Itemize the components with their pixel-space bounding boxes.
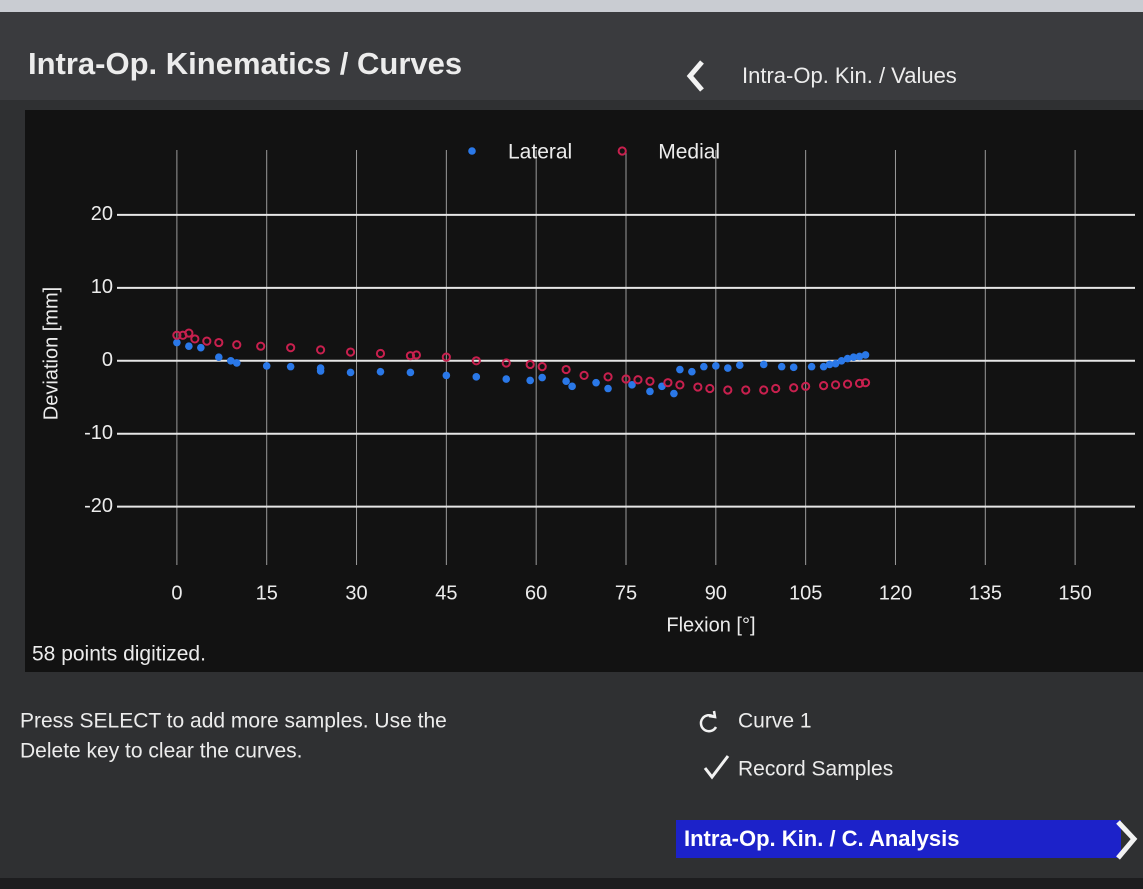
window-bar bbox=[0, 0, 1143, 12]
instruction-line: Press SELECT to add more samples. Use th… bbox=[20, 710, 447, 733]
data-point bbox=[197, 344, 205, 352]
curve-option[interactable]: Curve 1 bbox=[738, 710, 812, 733]
x-tick-label: 0 bbox=[171, 582, 182, 604]
x-tick-label: 120 bbox=[879, 582, 912, 604]
legend-marker bbox=[468, 147, 476, 155]
data-point bbox=[347, 369, 355, 377]
record-option[interactable]: Record Samples bbox=[738, 758, 893, 781]
data-point bbox=[724, 364, 732, 372]
data-point bbox=[688, 368, 696, 376]
x-tick-label: 60 bbox=[525, 582, 547, 604]
data-point bbox=[443, 372, 451, 380]
data-point bbox=[287, 363, 295, 371]
taskbar bbox=[0, 878, 1143, 889]
x-tick-label: 135 bbox=[969, 582, 1002, 604]
next-button-label[interactable]: Intra-Op. Kin. / C. Analysis bbox=[684, 826, 959, 851]
x-tick-label: 150 bbox=[1058, 582, 1091, 604]
instruction-line: Delete key to clear the curves. bbox=[20, 740, 302, 763]
data-point bbox=[568, 383, 576, 391]
data-point bbox=[700, 363, 708, 371]
data-point bbox=[646, 388, 654, 396]
x-tick-label: 15 bbox=[256, 582, 278, 604]
x-tick-label: 75 bbox=[615, 582, 637, 604]
data-point bbox=[592, 379, 600, 387]
y-tick-label: 10 bbox=[91, 276, 113, 298]
data-point bbox=[676, 366, 684, 374]
data-point bbox=[377, 368, 385, 376]
data-point bbox=[670, 390, 678, 398]
data-point bbox=[407, 369, 415, 377]
x-tick-label: 105 bbox=[789, 582, 822, 604]
data-point bbox=[502, 375, 510, 383]
y-tick-label: -10 bbox=[84, 422, 113, 444]
x-tick-label: 90 bbox=[705, 582, 727, 604]
legend-label: Lateral bbox=[508, 141, 572, 164]
status-text: 58 points digitized. bbox=[32, 643, 206, 666]
page: { "header": {"title": "Intra-Op. Kinemat… bbox=[0, 0, 1143, 889]
data-point bbox=[317, 367, 325, 375]
data-point bbox=[778, 363, 786, 371]
data-point bbox=[790, 364, 798, 372]
x-tick-label: 30 bbox=[345, 582, 367, 604]
page-title: Intra-Op. Kinematics / Curves bbox=[28, 46, 462, 81]
data-point bbox=[808, 363, 816, 371]
y-tick-label: 0 bbox=[102, 349, 113, 371]
y-axis-label: Deviation [mm] bbox=[40, 287, 62, 420]
data-point bbox=[538, 374, 546, 382]
data-point bbox=[604, 385, 612, 393]
x-axis-label: Flexion [°] bbox=[666, 614, 755, 636]
data-point bbox=[233, 359, 241, 367]
data-point bbox=[526, 377, 534, 385]
data-point bbox=[215, 353, 223, 361]
data-point bbox=[185, 342, 193, 350]
data-point bbox=[760, 361, 768, 369]
data-point bbox=[173, 339, 181, 347]
data-point bbox=[472, 373, 480, 381]
data-point bbox=[862, 351, 870, 359]
data-point bbox=[736, 361, 744, 369]
screen: Intra-Op. Kinematics / Curves Intra-Op. … bbox=[0, 0, 1143, 889]
x-tick-label: 45 bbox=[435, 582, 457, 604]
y-tick-label: 20 bbox=[91, 203, 113, 225]
legend-label: Medial bbox=[658, 141, 720, 164]
data-point bbox=[562, 377, 570, 385]
back-link[interactable]: Intra-Op. Kin. / Values bbox=[742, 63, 957, 88]
data-point bbox=[712, 362, 720, 370]
data-point bbox=[263, 362, 271, 370]
y-tick-label: -20 bbox=[84, 495, 113, 517]
